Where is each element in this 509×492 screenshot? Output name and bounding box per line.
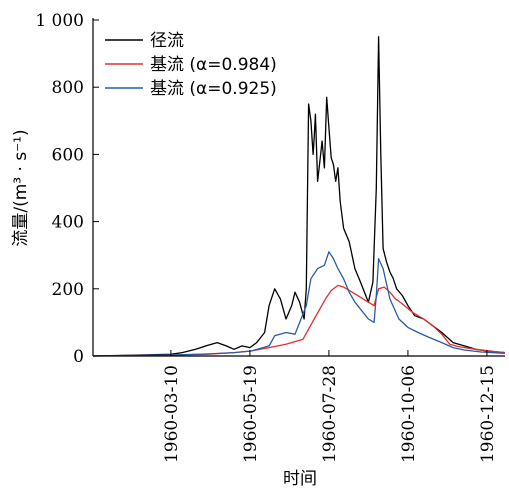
y-tick-label: 200 — [52, 280, 84, 300]
legend-label-0: 径流 — [150, 31, 184, 51]
y-tick-label: 800 — [52, 78, 84, 98]
x-axis-title: 时间 — [283, 469, 317, 489]
y-tick-label: 1 000 — [35, 11, 84, 31]
y-tick-label: 600 — [52, 145, 84, 165]
series-line-0 — [92, 36, 506, 357]
x-tick-label: 1960-03-10 — [162, 365, 182, 463]
legend-label-2: 基流 (α=0.925) — [150, 79, 277, 99]
axes: 0 200 400 600 800 1 000 1960-03-10 1960-05-19 19… — [35, 11, 505, 463]
y-tick-label: 400 — [52, 213, 84, 233]
legend-label-1: 基流 (α=0.984) — [150, 55, 277, 75]
plot-lines — [92, 36, 506, 357]
x-tick-label: 1960-05-19 — [241, 365, 261, 463]
y-axis-title: 流量/(m³ · s⁻¹) — [11, 129, 31, 246]
x-tick-label: 1960-07-28 — [320, 365, 340, 463]
series-line-1 — [92, 284, 506, 357]
x-tick-label: 1960-10-06 — [399, 365, 419, 463]
series-line-2 — [92, 251, 506, 357]
x-tick-label: 1960-12-15 — [478, 365, 498, 463]
y-tick-label: 0 — [73, 347, 84, 367]
